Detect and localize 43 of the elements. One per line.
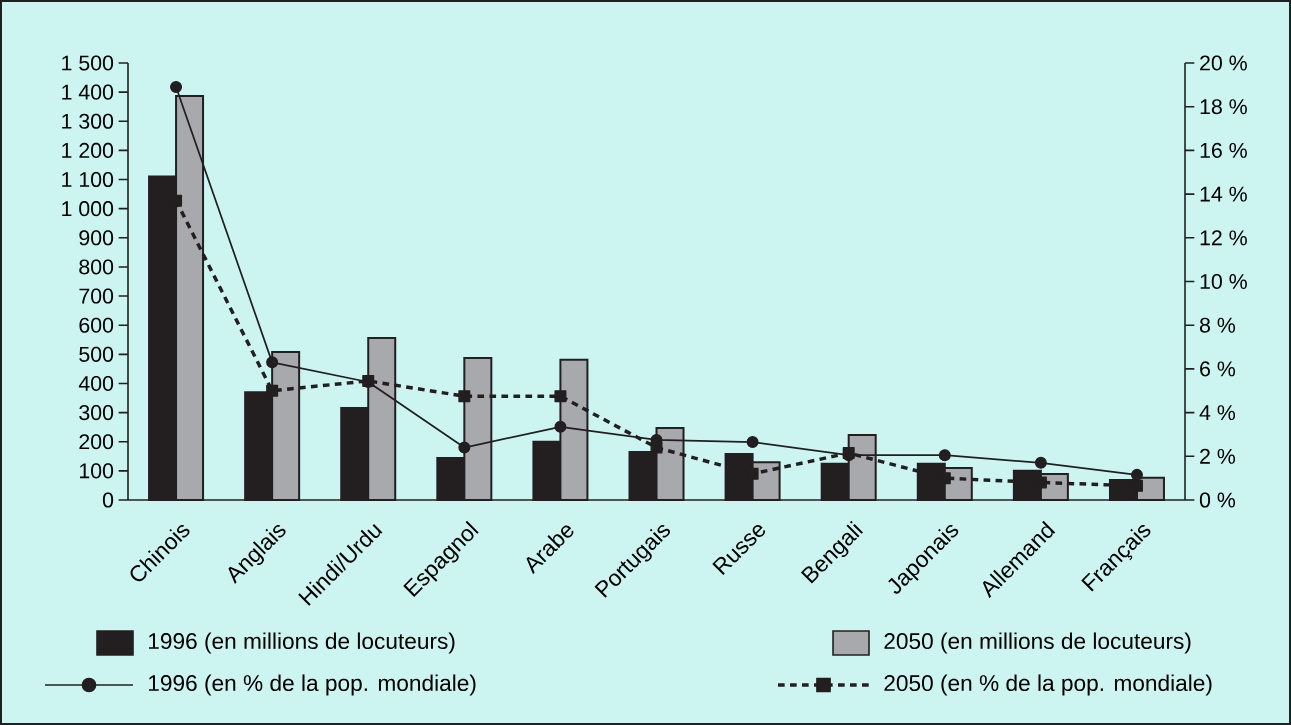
y-tick-label: 300 (79, 405, 114, 421)
y2-tick-label: 8 % (1199, 317, 1236, 333)
y-tick-label: 500 (79, 346, 114, 362)
y-tick-label: 1 400 (62, 84, 114, 100)
y-tick-label: 100 (80, 463, 114, 479)
legend-label: 1996 (en % de la pop. mondiale) (149, 674, 476, 696)
y2-tick-label: 10 % (1200, 273, 1247, 290)
y-tick-label: 900 (79, 230, 114, 246)
point (938, 449, 951, 462)
point (1034, 456, 1047, 469)
y-tick-label: 1 300 (62, 113, 114, 129)
y2-tick-label: 14 % (1200, 186, 1247, 202)
legend-label: 2050 (en % de la pop. mondiale) (884, 674, 1212, 696)
point (554, 420, 567, 433)
point (554, 390, 567, 403)
y2-tick-label: 6 % (1200, 361, 1236, 377)
legend-label: 1996 (en millions de locuteurs) (149, 632, 455, 654)
y2-tick-label: 4 % (1199, 405, 1236, 421)
point (458, 390, 471, 403)
y2-tick-label: 2 % (1200, 448, 1236, 464)
y2-tick-label: 16 % (1200, 142, 1247, 158)
y2-tick-label: 18 % (1200, 99, 1247, 115)
point (746, 436, 759, 449)
point (170, 81, 183, 94)
y-tick-label: 1 000 (62, 201, 114, 217)
legend-label: 2050 (en millions de locuteurs) (884, 632, 1191, 654)
y2-tick-label: 20 % (1200, 55, 1247, 71)
y-tick-label: 200 (79, 434, 114, 450)
y2-tick-label: 0 % (1199, 492, 1236, 508)
y2-tick-label: 12 % (1200, 230, 1247, 246)
y-tick-label: 1 200 (62, 142, 114, 158)
y-tick-label: 1 500 (62, 55, 114, 71)
point (650, 441, 663, 454)
point (1130, 468, 1143, 481)
y-tick-label: 1 100 (62, 171, 114, 188)
y-tick-label: 800 (79, 259, 114, 275)
y-tick-label: 400 (78, 375, 114, 392)
point (266, 384, 279, 397)
y-tick-label: 600 (79, 317, 114, 333)
y-tick-label: 0 (102, 492, 114, 508)
y-tick-label: 700 (79, 288, 114, 304)
point (266, 356, 279, 369)
point (458, 441, 471, 454)
